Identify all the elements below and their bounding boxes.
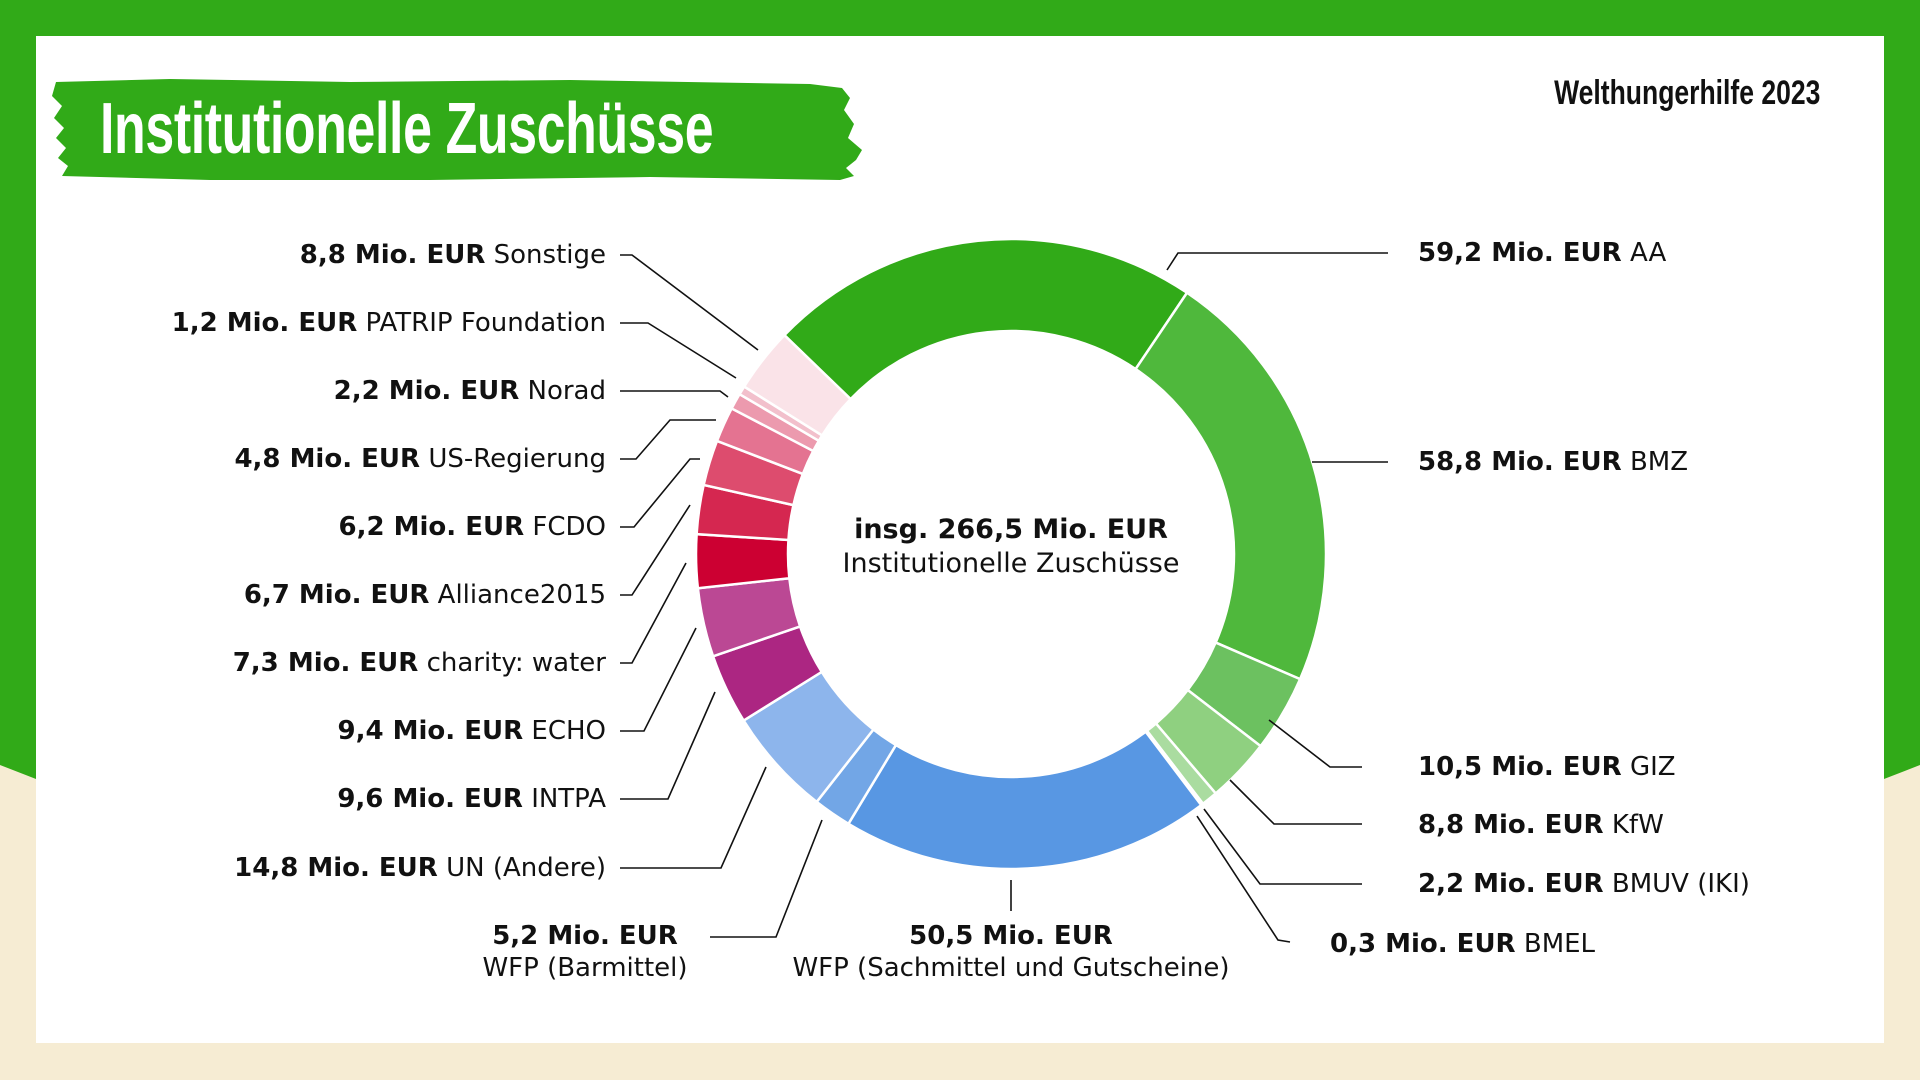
segment-sonstige xyxy=(742,333,853,438)
leader-line-us xyxy=(620,419,716,460)
page-title: Institutionelle Zuschüsse xyxy=(100,89,714,169)
content-panel xyxy=(36,36,1884,1043)
label-alliance2015: 6,7 Mio. EUR Alliance2015 xyxy=(243,580,606,610)
brand-label: Welthungerhilfe 2023 xyxy=(1553,74,1820,112)
title-banner xyxy=(52,79,862,180)
label-bmuv: 2,2 Mio. EUR BMUV (IKI) xyxy=(1418,869,1750,899)
leader-line-wfp-bar xyxy=(710,819,823,938)
leader-line-sonstige xyxy=(620,254,759,351)
label-echo: 9,4 Mio. EUR ECHO xyxy=(337,716,606,746)
leader-line-kfw xyxy=(1229,779,1362,825)
label-kfw: 8,8 Mio. EUR KfW xyxy=(1418,810,1664,840)
segment-aa xyxy=(782,237,1189,401)
leader-line-un xyxy=(620,766,767,869)
label-wfp-sachmittel: 50,5 Mio. EUR WFP (Sachmittel und Gutsch… xyxy=(792,921,1230,983)
label-sonstige: 8,8 Mio. EUR Sonstige xyxy=(299,240,606,270)
leader-lines xyxy=(620,252,1388,943)
leader-line-echo xyxy=(620,627,697,732)
total-value: insg. 266,5 Mio. EUR xyxy=(854,514,1168,545)
label-fcdo: 6,2 Mio. EUR FCDO xyxy=(338,512,606,542)
segment-wfp-sachmittel-und-gutscheine xyxy=(846,729,1203,871)
label-aa: 59,2 Mio. EUR AA xyxy=(1418,238,1667,268)
label-intpa: 9,6 Mio. EUR INTPA xyxy=(337,784,606,814)
total-caption: Institutionelle Zuschüsse xyxy=(842,548,1180,579)
leader-line-alliance xyxy=(620,504,691,596)
leader-line-patrip xyxy=(620,322,737,379)
donut-segments xyxy=(694,237,1328,871)
leader-line-aa xyxy=(1166,252,1388,271)
segment-charity-water xyxy=(694,532,791,590)
leader-line-fcdo xyxy=(620,458,700,528)
label-bmz: 58,8 Mio. EUR BMZ xyxy=(1418,447,1689,477)
leader-line-intpa xyxy=(620,691,716,800)
label-bmel: 0,3 Mio. EUR BMEL xyxy=(1330,929,1596,959)
segment-bmz xyxy=(1133,291,1328,681)
leader-line-bmel xyxy=(1196,815,1291,943)
label-patrip: 1,2 Mio. EUR PATRIP Foundation xyxy=(171,308,606,338)
label-charity-water: 7,3 Mio. EUR charity: water xyxy=(232,648,606,678)
leader-line-giz xyxy=(1268,719,1362,768)
label-us-regierung: 4,8 Mio. EUR US-Regierung xyxy=(234,444,606,474)
leader-line-bmuv xyxy=(1203,808,1362,885)
label-giz: 10,5 Mio. EUR GIZ xyxy=(1418,752,1676,782)
leader-line-charity xyxy=(620,562,687,664)
label-un-andere: 14,8 Mio. EUR UN (Andere) xyxy=(234,853,606,883)
label-wfp-barmittel: 5,2 Mio. EUR WFP (Barmittel) xyxy=(482,921,688,983)
label-norad: 2,2 Mio. EUR Norad xyxy=(333,376,606,406)
leader-line-norad xyxy=(620,390,729,398)
